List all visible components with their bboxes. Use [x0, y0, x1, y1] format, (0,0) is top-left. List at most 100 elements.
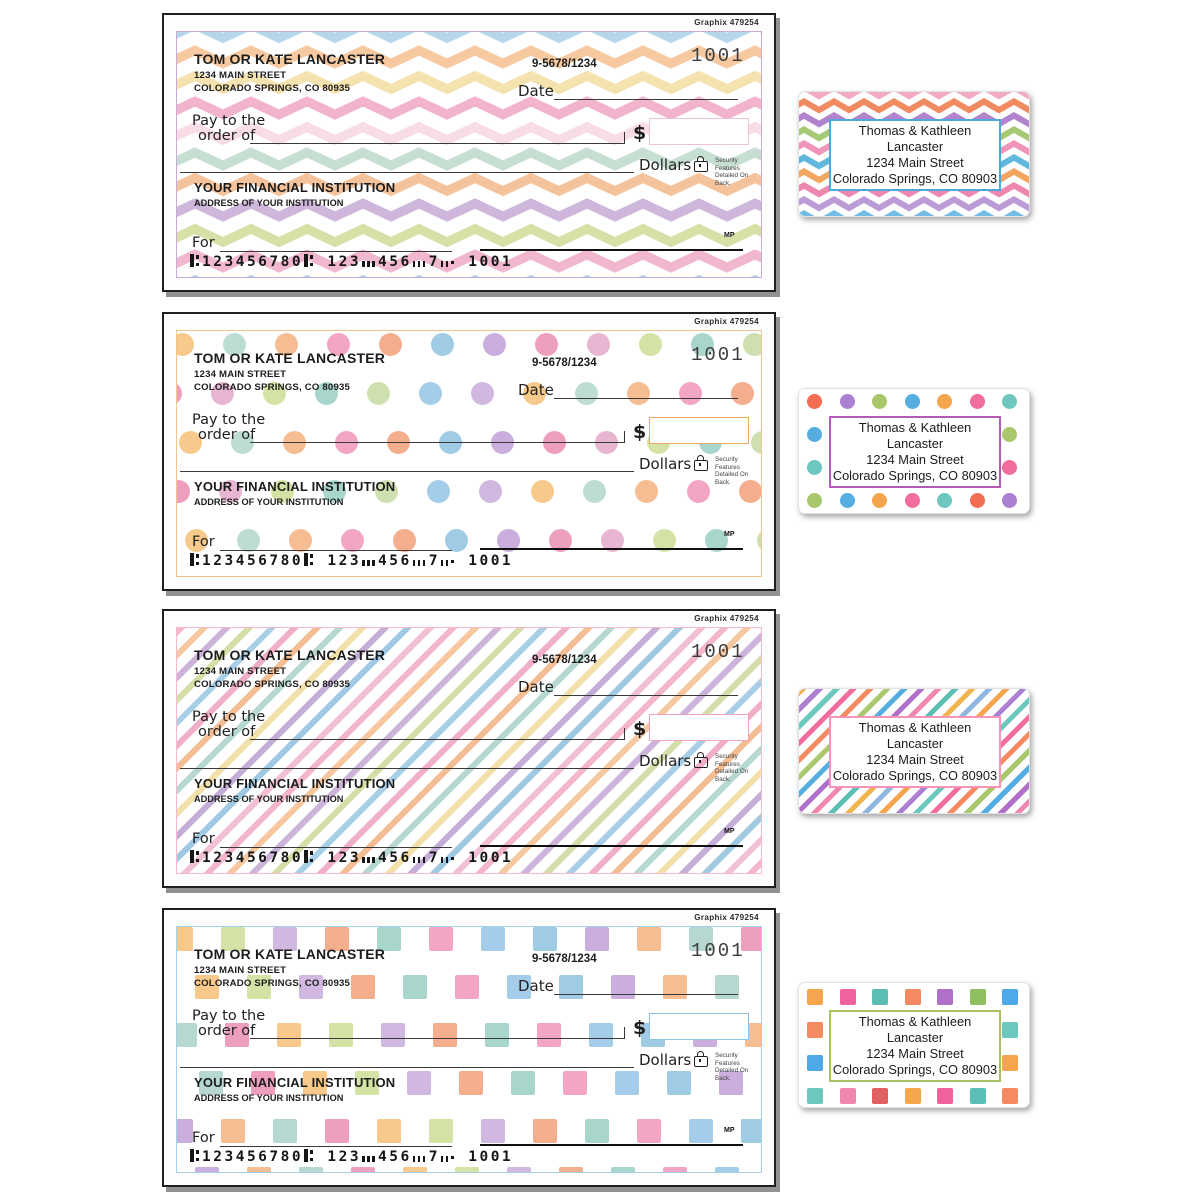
institution-address: ADDRESS OF YOUR INSTITUTION: [194, 793, 344, 804]
institution-name: YOUR FINANCIAL INSTITUTION: [194, 479, 396, 494]
dollar-sign: $: [633, 718, 647, 740]
amount-words-line: [180, 768, 634, 769]
microprint-mp-mark: MP: [724, 1127, 735, 1134]
address-label-stripes[interactable]: Thomas & Kathleen Lancaster 1234 Main St…: [798, 688, 1030, 814]
address-line: Thomas & Kathleen: [858, 720, 972, 735]
micr-line: 123456780 123 456 7 1001: [189, 1149, 513, 1169]
lock-icon: [694, 156, 708, 172]
payor-address-line: 1234 MAIN STREET: [194, 69, 287, 81]
address-line: Thomas & Kathleen: [858, 1014, 972, 1029]
dollar-sign: $: [633, 421, 647, 443]
pay-to-label: order of: [198, 1023, 256, 1039]
dollars-label: Dollars: [639, 1051, 692, 1069]
amount-box: [649, 417, 749, 444]
brand-code: Graphix 479254: [694, 614, 759, 623]
security-note-line: Security Features: [715, 157, 740, 172]
chevron-pattern: [177, 32, 761, 277]
check-face: TOM OR KATE LANCASTER 1234 MAIN STREET C…: [176, 627, 762, 874]
check-number: 1001: [691, 344, 745, 366]
pay-to-label: Pay to the: [192, 412, 266, 428]
brand-code: Graphix 479254: [694, 913, 759, 922]
pay-to-label: Pay to the: [192, 1008, 266, 1024]
security-note-line: Detailed On Back.: [715, 1067, 749, 1082]
payee-line: [250, 143, 624, 144]
institution-block: YOUR FINANCIAL INSTITUTION ADDRESS OF YO…: [194, 479, 395, 507]
address-line: Thomas & Kathleen: [858, 420, 972, 435]
signature-line: [480, 548, 743, 550]
address-label-chevron[interactable]: Thomas & Kathleen Lancaster 1234 Main St…: [798, 91, 1030, 217]
squares-pattern: [177, 927, 761, 1172]
brand-code: Graphix 479254: [694, 18, 759, 27]
payor-address-line: COLORADO SPRINGS, CO 80935: [194, 679, 351, 690]
institution-name: YOUR FINANCIAL INSTITUTION: [194, 1075, 396, 1090]
micr-line: 123456780 123 456 7 1001: [189, 850, 513, 870]
address-line: 1234 Main Street: [866, 1046, 964, 1061]
address-line: Lancaster: [886, 436, 944, 451]
stripes-pattern: [177, 628, 761, 873]
address-line: Colorado Springs, CO 80903: [832, 468, 998, 483]
address-line: Lancaster: [886, 736, 944, 751]
memo-line: [220, 550, 452, 551]
routing-fraction: 9-5678/1234: [532, 953, 597, 965]
memo-for-label: For: [192, 831, 215, 847]
check-number: 1001: [691, 45, 745, 67]
microprint-mp-mark: MP: [724, 232, 735, 239]
date-label: Date: [518, 82, 554, 100]
institution-address: ADDRESS OF YOUR INSTITUTION: [194, 496, 344, 507]
payor-name: TOM OR KATE LANCASTER: [194, 946, 386, 962]
payor-address-line: 1234 MAIN STREET: [194, 964, 287, 976]
payor-block: TOM OR KATE LANCASTER 1234 MAIN STREET C…: [194, 946, 385, 989]
pay-to-label: order of: [198, 427, 256, 443]
address-line: 1234 Main Street: [866, 452, 964, 467]
address-box: Thomas & Kathleen Lancaster 1234 Main St…: [829, 119, 1001, 191]
payor-address-line: COLORADO SPRINGS, CO 80935: [194, 83, 351, 94]
microprint-mp-mark: MP: [724, 531, 735, 538]
payor-address-line: 1234 MAIN STREET: [194, 368, 287, 380]
payor-address-line: COLORADO SPRINGS, CO 80935: [194, 978, 351, 989]
date-label: Date: [518, 678, 554, 696]
payor-name: TOM OR KATE LANCASTER: [194, 350, 386, 366]
amount-words-line: [180, 471, 634, 472]
pay-to-label: order of: [198, 128, 256, 144]
payee-line: [250, 1038, 624, 1039]
pay-to-label: order of: [198, 724, 256, 740]
check-number: 1001: [691, 641, 745, 663]
institution-block: YOUR FINANCIAL INSTITUTION ADDRESS OF YO…: [194, 180, 395, 208]
address-box: Thomas & Kathleen Lancaster 1234 Main St…: [829, 716, 1001, 788]
payor-name: TOM OR KATE LANCASTER: [194, 647, 386, 663]
dollar-sign: $: [633, 1017, 647, 1039]
payee-line: [250, 739, 624, 740]
check-preview-squares[interactable]: Graphix 479254 TOM OR KATE LANCASTER 123…: [162, 908, 776, 1187]
amount-words-line: [180, 1067, 634, 1068]
address-line: Colorado Springs, CO 80903: [832, 1062, 998, 1077]
institution-block: YOUR FINANCIAL INSTITUTION ADDRESS OF YO…: [194, 1075, 395, 1103]
security-note: Security Features Detailed On Back.: [715, 456, 761, 486]
routing-fraction: 9-5678/1234: [532, 58, 597, 70]
dollars-label: Dollars: [639, 156, 692, 174]
security-note-line: Detailed On Back.: [715, 172, 749, 187]
check-preview-stripes[interactable]: Graphix 479254 TOM OR KATE LANCASTER 123…: [162, 609, 776, 888]
signature-line: [480, 249, 743, 251]
institution-address: ADDRESS OF YOUR INSTITUTION: [194, 197, 344, 208]
security-note: Security Features Detailed On Back.: [715, 753, 761, 783]
signature-line: [480, 845, 743, 847]
check-preview-dots[interactable]: Graphix 479254 TOM OR KATE LANCASTER 123…: [162, 312, 776, 591]
memo-line: [220, 251, 452, 252]
address-line: Colorado Springs, CO 80903: [832, 171, 998, 186]
address-line: Lancaster: [886, 139, 944, 154]
address-label-dots[interactable]: Thomas & Kathleen Lancaster 1234 Main St…: [798, 388, 1030, 514]
address-line: 1234 Main Street: [866, 752, 964, 767]
security-note: Security Features Detailed On Back.: [715, 157, 761, 187]
amount-box: [649, 714, 749, 741]
institution-name: YOUR FINANCIAL INSTITUTION: [194, 776, 396, 791]
check-face: TOM OR KATE LANCASTER 1234 MAIN STREET C…: [176, 330, 762, 577]
security-note-line: Detailed On Back.: [715, 768, 749, 783]
check-preview-chevron[interactable]: Graphix 479254 TOM OR KATE LANCASTER 123…: [162, 13, 776, 292]
lock-icon: [694, 1051, 708, 1067]
address-line: 1234 Main Street: [866, 155, 964, 170]
date-line: [554, 398, 738, 399]
memo-line: [220, 847, 452, 848]
check-number: 1001: [691, 940, 745, 962]
address-label-squares[interactable]: Thomas & Kathleen Lancaster 1234 Main St…: [798, 982, 1030, 1108]
micr-line: 123456780 123 456 7 1001: [189, 254, 513, 274]
